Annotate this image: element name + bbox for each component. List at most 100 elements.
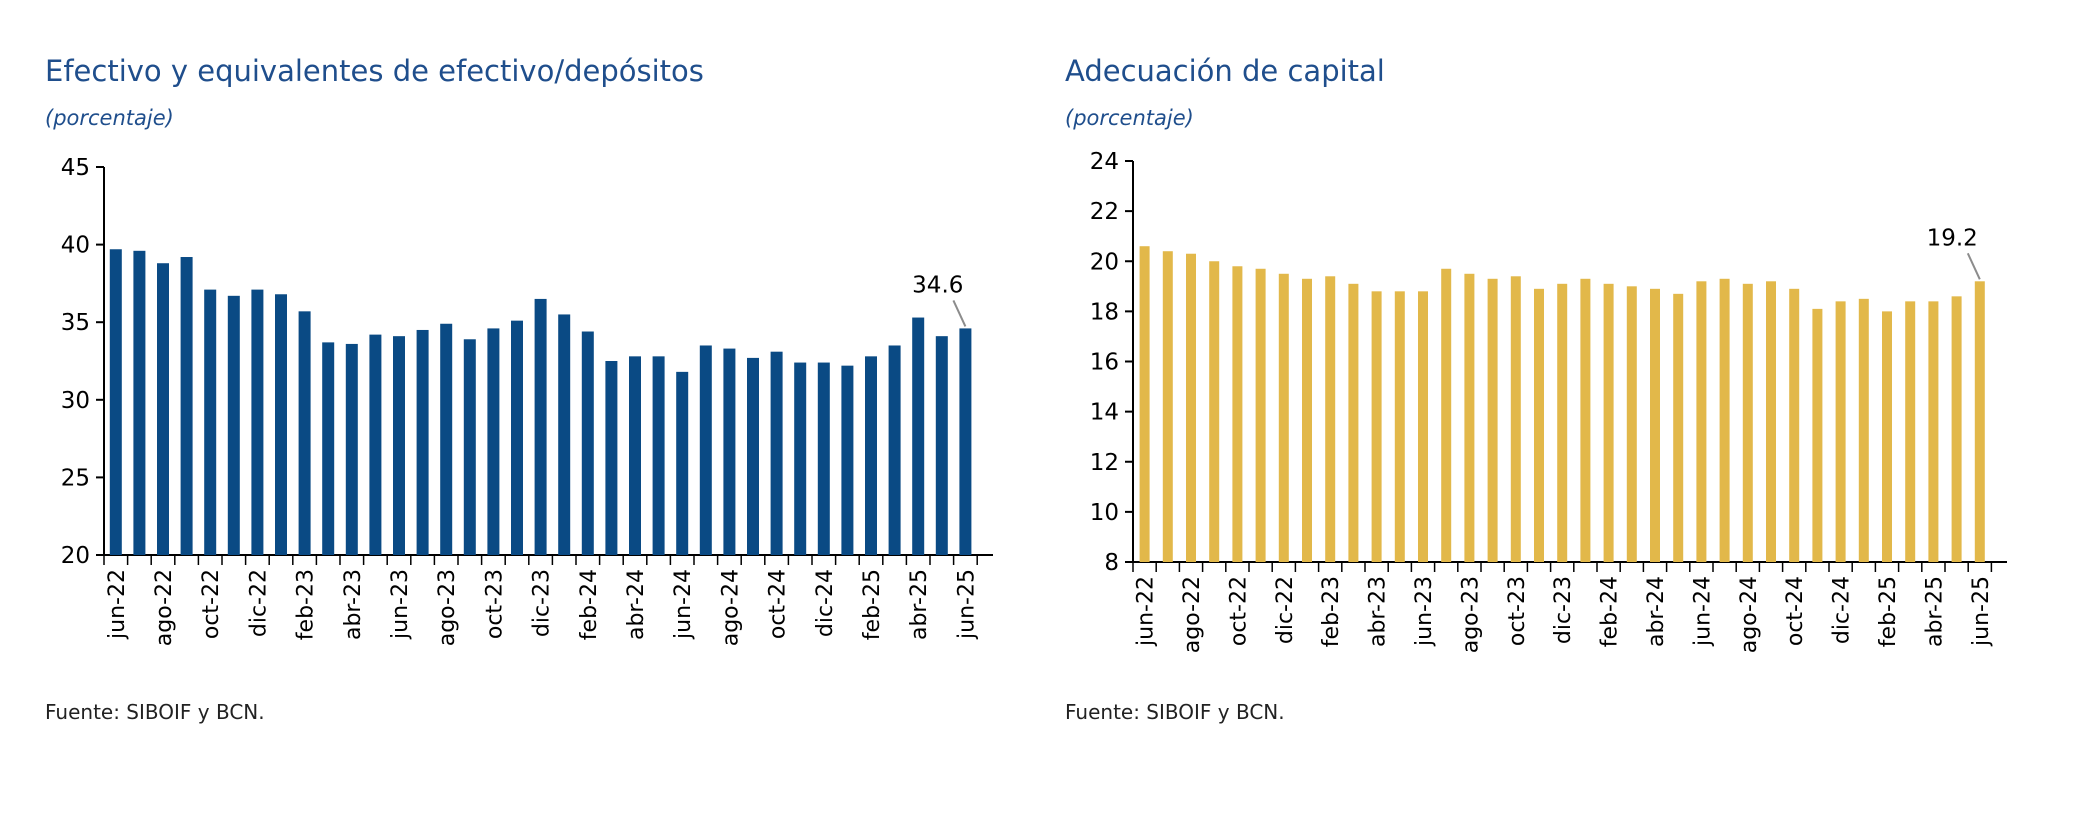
x-tick-label: oct-24 — [1783, 576, 1808, 646]
bar — [1371, 291, 1382, 562]
bar — [1719, 278, 1730, 562]
bar — [1557, 283, 1568, 562]
bar — [1162, 251, 1173, 562]
bar — [605, 361, 618, 555]
bar — [487, 328, 500, 555]
bar — [1812, 308, 1823, 562]
bar — [1209, 261, 1220, 562]
bar — [1882, 311, 1892, 562]
bar — [157, 263, 169, 555]
bar — [841, 365, 854, 555]
bar — [652, 356, 665, 555]
bar — [699, 345, 712, 555]
chart-title: Efectivo y equivalentes de efectivo/depó… — [45, 54, 704, 88]
x-tick-label: ago-23 — [1458, 576, 1483, 653]
bar — [251, 289, 264, 555]
x-tick-label: dic-24 — [813, 569, 838, 637]
bar — [1348, 283, 1359, 562]
bar — [1464, 273, 1475, 562]
bar — [817, 362, 830, 555]
bar — [133, 250, 146, 556]
bar — [1580, 278, 1591, 562]
chart-panel-adecuacion: Adecuación de capital (porcentaje) 8 10 12… — [1020, 0, 2040, 840]
bar — [912, 317, 925, 555]
bar — [393, 336, 405, 555]
bar — [1742, 283, 1753, 562]
bar — [1534, 288, 1544, 562]
bar — [888, 345, 901, 555]
y-tick-label: 35 — [61, 310, 90, 336]
bar — [275, 294, 287, 555]
bar — [1858, 298, 1869, 562]
bar — [794, 362, 807, 555]
chart-source: Fuente: SIBOIF y BCN. — [1065, 700, 1285, 724]
bar — [1789, 288, 1800, 562]
x-tick-label: dic-23 — [530, 569, 555, 637]
x-tick-label: abr-25 — [1922, 576, 1947, 647]
bar — [369, 334, 382, 555]
x-tick-label: oct-23 — [1505, 576, 1530, 646]
y-tick-label: 22 — [1090, 199, 1119, 225]
x-tick-label: feb-25 — [1876, 576, 1901, 647]
x-tick-label: feb-24 — [1598, 576, 1623, 647]
bar — [1603, 283, 1614, 562]
x-tick-label: ago-24 — [718, 569, 743, 646]
bar — [1766, 281, 1776, 562]
bar — [345, 343, 358, 555]
x-tick-label: abr-25 — [907, 569, 932, 640]
x-tick-label: feb-23 — [294, 569, 319, 640]
bar — [204, 289, 217, 555]
bar — [558, 314, 571, 555]
bar — [1650, 288, 1660, 562]
bar — [1394, 291, 1405, 562]
x-tick-label: jun-24 — [1690, 576, 1715, 647]
bar — [534, 298, 547, 555]
bar — [770, 351, 783, 555]
bar — [1255, 268, 1266, 562]
y-tick-label: 8 — [1104, 550, 1119, 576]
y-tick-label: 10 — [1090, 500, 1119, 526]
chart-panel-efectivo: Efectivo y equivalentes de efectivo/depó… — [0, 0, 1020, 840]
bar — [1951, 296, 1962, 562]
bar — [1510, 276, 1521, 562]
bar — [935, 336, 948, 555]
x-tick-label: dic-22 — [1273, 576, 1298, 644]
y-tick-label: 45 — [61, 155, 90, 181]
bar — [298, 311, 311, 555]
bar — [416, 329, 429, 555]
bar — [1418, 291, 1428, 562]
bar — [747, 357, 759, 555]
x-tick-label: ago-24 — [1737, 576, 1762, 653]
annotation-leader — [952, 299, 967, 327]
y-tick-label: 24 — [1090, 149, 1119, 175]
x-tick-label: feb-24 — [577, 569, 602, 640]
y-tick-label: 12 — [1090, 450, 1119, 476]
bar — [463, 339, 476, 555]
bar — [440, 323, 453, 555]
chart-subtitle: (porcentaje) — [45, 106, 174, 130]
x-tick-label: jun-23 — [388, 569, 413, 640]
bar — [1139, 246, 1150, 562]
y-tick-label: 16 — [1090, 350, 1119, 376]
chart-title: Adecuación de capital — [1065, 54, 1385, 88]
annotation-label: 19.2 — [1927, 225, 1978, 251]
y-tick-label: 14 — [1090, 400, 1119, 426]
bar — [511, 320, 523, 555]
x-tick-label: ago-22 — [152, 569, 177, 646]
bar — [1232, 266, 1243, 562]
x-tick-label: ago-23 — [435, 569, 460, 646]
bar — [1835, 301, 1846, 562]
bar — [180, 257, 193, 555]
bar — [1278, 273, 1289, 562]
bar — [109, 249, 122, 556]
bar — [1974, 281, 1985, 562]
x-tick-label: jun-24 — [671, 569, 696, 640]
bar — [1696, 281, 1707, 562]
x-tick-label: jun-22 — [105, 569, 130, 640]
bar — [581, 331, 594, 555]
bar — [1626, 286, 1637, 562]
bar — [629, 356, 641, 555]
x-tick-label: abr-24 — [1644, 576, 1669, 647]
bar — [1928, 301, 1939, 562]
chart-subtitle: (porcentaje) — [1065, 106, 1194, 130]
